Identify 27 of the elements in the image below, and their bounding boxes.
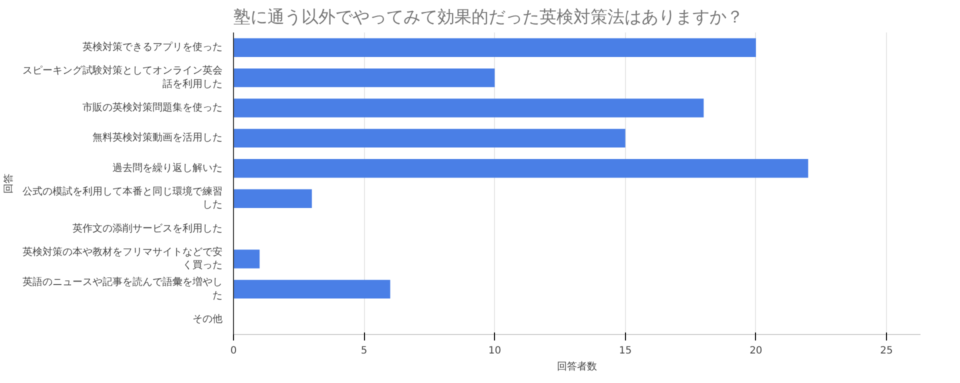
bar xyxy=(234,280,390,299)
y-tick-label: 公式の模試を利用して本番と同じ環境で練習した xyxy=(22,186,222,211)
x-tick-label: 25 xyxy=(880,346,893,356)
x-tick-label: 0 xyxy=(230,346,237,356)
x-axis-title: 回答者数 xyxy=(557,360,597,372)
x-tick-label: 10 xyxy=(488,346,502,356)
y-tick-label: 英語のニュースや記事を読んで語彙を増やした xyxy=(22,276,222,302)
y-axis-title: 回答 xyxy=(2,174,14,194)
y-tick-label: スピーキング試験対策としてオンライン英会話を利用した xyxy=(22,64,222,90)
bar xyxy=(234,128,626,148)
x-tick-label: 15 xyxy=(618,346,632,356)
bar xyxy=(234,68,495,88)
y-tick-label: 無料英検対策動画を活用した xyxy=(92,132,222,144)
bar xyxy=(234,159,808,178)
y-tick-label: 英検対策の本や教材をフリマサイトなどで安く買った xyxy=(22,246,222,272)
bar xyxy=(234,98,704,118)
x-tick-label: 20 xyxy=(750,346,762,356)
bar xyxy=(234,250,260,268)
y-tick-label: 英検対策できるアプリを使った xyxy=(82,41,222,54)
bar xyxy=(234,38,756,57)
x-tick-label: 5 xyxy=(360,346,368,356)
y-tick-label: 過去問を繰り返し解いた xyxy=(112,162,222,174)
chart-title: 塾に通う以外でやってみて効果的だった英検対策法はありますか？ xyxy=(234,8,744,28)
y-tick-label: 英作文の添削サービスを利用した xyxy=(72,222,222,234)
y-tick-label: その他 xyxy=(192,312,222,325)
bar xyxy=(234,189,312,208)
y-tick-label: 市販の英検対策問題集を使った xyxy=(82,102,222,114)
